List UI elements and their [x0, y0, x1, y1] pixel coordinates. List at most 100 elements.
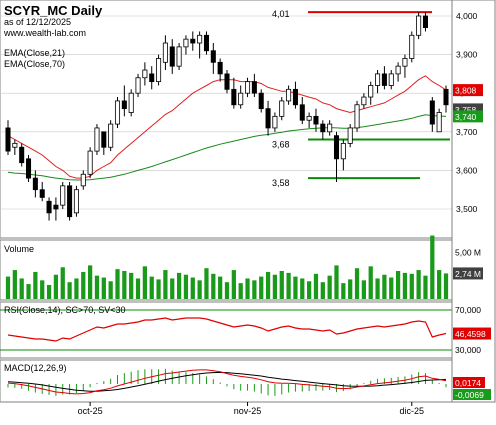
candle-up — [73, 189, 79, 214]
volume-bar — [361, 280, 366, 299]
candle-up — [176, 46, 182, 67]
volume-bar — [293, 276, 298, 299]
support-resistance-lines: 4,01 3,68 3,58 — [272, 9, 450, 188]
candle-down — [313, 115, 319, 125]
candle-up — [87, 150, 93, 175]
date-axis: oct-25 nov-25 dic-25 — [78, 402, 424, 416]
volume-bar — [129, 272, 134, 299]
price-tick-label: 3,500 — [456, 204, 478, 214]
candle-up — [286, 88, 292, 102]
candle-up — [238, 92, 244, 106]
volume-bar — [204, 268, 209, 299]
volume-bar — [74, 278, 79, 299]
volume-bar — [211, 273, 216, 299]
rsi-line — [7, 317, 447, 342]
candle-down — [19, 146, 25, 164]
candle-up — [306, 115, 312, 121]
volume-bar — [402, 272, 408, 299]
candle-down — [53, 204, 59, 210]
candle-up — [12, 142, 18, 148]
candle-up — [60, 185, 66, 206]
candle-down — [258, 92, 264, 110]
rsi-tick-70: 70,000 — [455, 305, 481, 315]
volume-bar — [156, 279, 161, 299]
volume-bar — [53, 274, 59, 299]
candle-down — [422, 15, 428, 28]
ema-slow-value: 3,740 — [455, 112, 477, 122]
rsi-tick-30: 30,000 — [455, 345, 481, 355]
price-tick-label: 3,900 — [456, 50, 478, 60]
volume-bar — [26, 284, 31, 299]
volume-last-value: 2,74 M — [455, 269, 481, 279]
candle-down — [39, 189, 45, 198]
volume-bar — [368, 266, 373, 299]
candle-down — [265, 108, 271, 129]
close-value: 3,758 — [455, 105, 477, 115]
volume-bar — [430, 235, 435, 299]
resistance-label: 4,01 — [272, 9, 290, 19]
candle-up — [368, 85, 374, 98]
candle-up — [142, 69, 148, 79]
candlesticks — [5, 12, 449, 221]
volume-bar — [94, 275, 100, 299]
candle-up — [361, 96, 367, 106]
candle-up — [327, 123, 333, 133]
candle-down — [231, 88, 237, 106]
candle-down — [26, 158, 32, 179]
volume-bar — [320, 282, 325, 299]
right-axis-frame — [451, 0, 496, 403]
candle-up — [108, 123, 114, 148]
volume-axis: 5,00 M 2,74 M — [453, 247, 483, 280]
candle-down — [101, 131, 107, 148]
candle-up — [279, 100, 285, 117]
volume-bar — [163, 270, 168, 299]
volume-bar — [252, 280, 257, 299]
volume-bar — [46, 285, 52, 299]
volume-bar — [135, 278, 141, 299]
volume-bar — [142, 266, 147, 299]
volume-bar — [341, 283, 346, 299]
volume-bar — [33, 271, 38, 299]
candle-up — [80, 173, 86, 187]
macd-line — [7, 369, 447, 395]
volume-bar — [149, 276, 154, 299]
rsi-last-bg — [453, 327, 491, 340]
candle-down — [32, 177, 38, 191]
candle-up — [114, 100, 121, 125]
candle-down — [46, 200, 52, 214]
candle-up — [245, 81, 251, 94]
x-tick-label: oct-25 — [78, 406, 103, 416]
volume-bar — [88, 265, 93, 299]
candle-up — [162, 42, 168, 63]
volume-bar — [389, 277, 394, 299]
candle-down — [292, 88, 298, 106]
candle-up — [395, 65, 401, 75]
candle-up — [340, 142, 346, 160]
candle-down — [149, 73, 155, 83]
candle-up — [402, 58, 408, 67]
candle-up — [197, 34, 203, 44]
volume-bar — [300, 278, 305, 299]
candle-down — [381, 73, 387, 86]
site-watermark: www.wealth-lab.com — [3, 28, 86, 38]
rsi-title: RSI(Close,14), SC>70, SV<30 — [4, 305, 126, 315]
volume-bar — [409, 273, 414, 299]
rsi-indicator: 70,000 30,000 46,4598 — [0, 305, 491, 355]
price-tick-label: 3,600 — [456, 165, 478, 175]
volume-bar — [12, 270, 17, 299]
volume-bar — [437, 270, 442, 299]
candle-up — [416, 15, 422, 36]
macd-title: MACD(12,26,9) — [4, 363, 67, 373]
volume-bar — [108, 281, 113, 299]
volume-bar — [183, 274, 189, 299]
candle-up — [436, 112, 442, 133]
volume-bar — [416, 270, 421, 299]
legend-ema-fast: EMA(Close,21) — [4, 48, 65, 58]
candle-up — [272, 115, 278, 129]
support-label: 3,68 — [272, 140, 290, 150]
candle-down — [121, 100, 127, 110]
volume-bar — [272, 274, 278, 299]
macd-indicator: 0,0174 -0,0069 — [7, 368, 491, 400]
